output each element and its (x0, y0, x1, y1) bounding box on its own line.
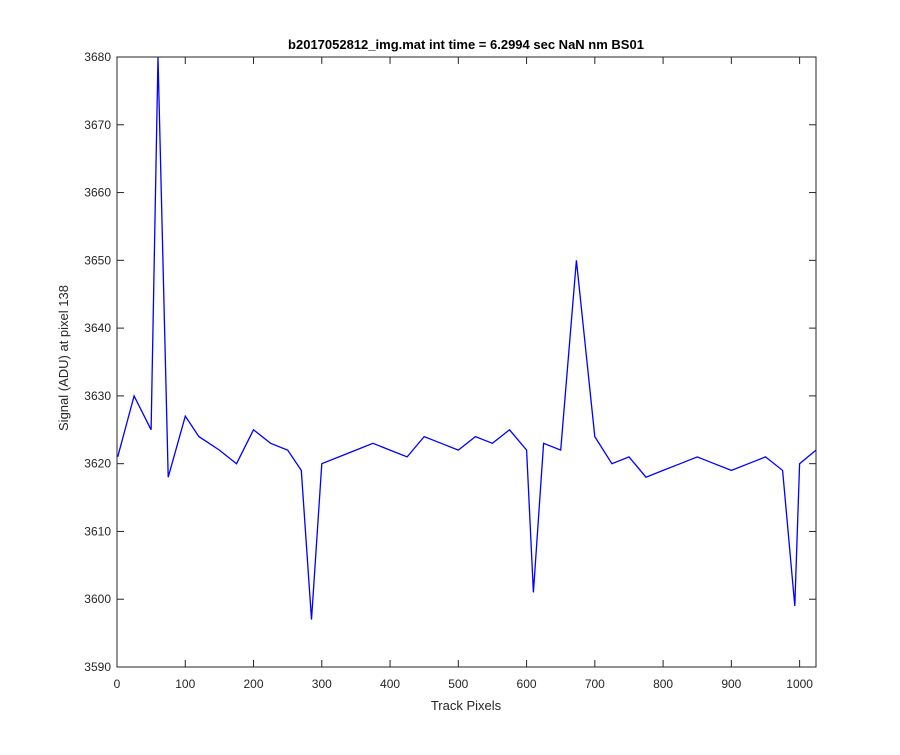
y-tick-label: 3670 (84, 118, 111, 132)
y-axis-label: Signal (ADU) at pixel 138 (56, 285, 71, 431)
plot-area (117, 57, 816, 667)
x-tick-label: 900 (721, 677, 741, 691)
y-tick-label: 3660 (84, 186, 111, 200)
y-tick-label: 3630 (84, 389, 111, 403)
y-tick-label: 3620 (84, 457, 111, 471)
x-tick-label: 600 (517, 677, 537, 691)
x-tick-label: 200 (244, 677, 264, 691)
y-tick-label: 3680 (84, 50, 111, 64)
x-tick-label: 300 (312, 677, 332, 691)
x-tick-label: 800 (653, 677, 673, 691)
chart-title: b2017052812_img.mat int time = 6.2994 se… (288, 37, 644, 52)
y-tick-label: 3600 (84, 592, 111, 606)
y-tick-label: 3640 (84, 321, 111, 335)
x-tick-label: 400 (380, 677, 400, 691)
y-tick-label: 3650 (84, 253, 111, 267)
x-tick-label: 500 (448, 677, 468, 691)
x-axis-label: Track Pixels (431, 698, 502, 713)
y-tick-label: 3610 (84, 524, 111, 538)
x-tick-label: 1000 (786, 677, 813, 691)
axes-box (116, 56, 817, 668)
y-tick-label: 3590 (84, 660, 111, 674)
x-tick-label: 0 (114, 677, 121, 691)
x-tick-label: 100 (175, 677, 195, 691)
x-tick-label: 700 (585, 677, 605, 691)
series-line-0 (117, 56, 817, 620)
